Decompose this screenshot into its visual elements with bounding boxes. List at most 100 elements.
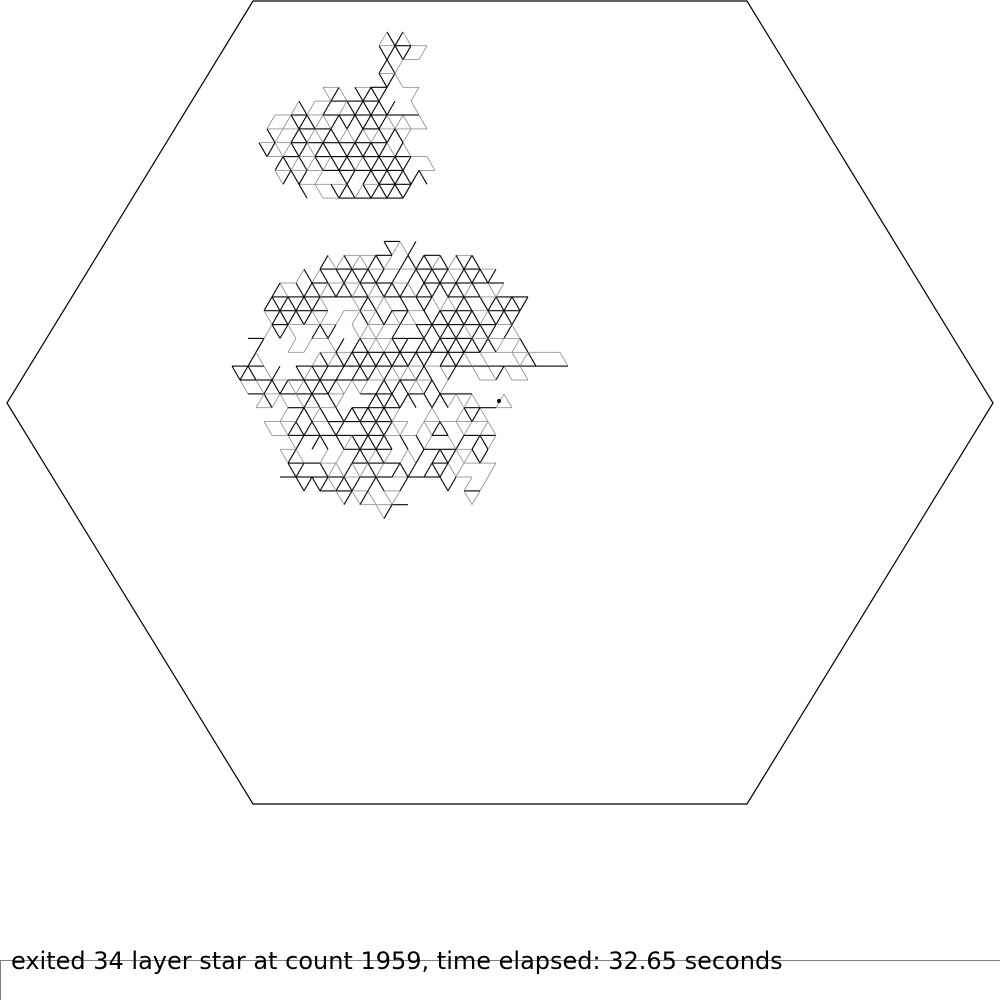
walk-segment [346,156,356,171]
walk-segment [367,268,377,284]
walk-segment [378,184,388,199]
walk-segment [487,282,497,298]
walk-segment [383,490,393,505]
walk-segment [391,324,401,339]
walk-segment [311,365,321,381]
walk-segment [335,338,345,353]
walk-segment [479,268,489,284]
walk-segment [367,462,377,478]
walk-segment [375,504,385,519]
walk-segment [319,449,329,464]
walk-segment [303,476,313,492]
walk-segment [351,282,361,298]
walk-segment [519,338,529,353]
walk-segment [322,128,332,143]
walk-segment [386,59,396,74]
walk-segment [338,156,348,171]
walk-segment [271,296,281,311]
walk-segment [487,268,497,284]
walk-segment [423,407,433,422]
walk-segment [375,296,385,311]
walk-segment [375,421,385,436]
walk-segment [407,393,417,408]
walk-segment [295,310,305,325]
walk-segment [495,365,505,381]
walk-segment [383,338,393,353]
walk-segment [351,462,361,478]
walk-segment [391,241,401,256]
walk-segment [394,156,404,171]
walk-segment [295,435,305,450]
walk-segment [415,352,425,367]
walk-segment [386,184,396,199]
walk-segment [367,282,377,298]
walk-segment [343,282,353,298]
walk-segment [391,338,401,353]
walk-segment [351,324,361,339]
walk-segment [471,268,481,284]
walk-segment [354,156,364,171]
walk-segment [370,114,380,130]
walk-segment [359,462,369,478]
walk-segment [391,462,401,478]
walk-segment [383,379,393,395]
walk-segment [455,449,465,464]
walk-segment [303,282,313,298]
walk-segment [402,31,412,46]
walk-segment [343,268,353,284]
walk-segment [319,282,329,298]
walk-segment [322,87,332,102]
walk-segment [487,338,497,353]
walk-segment [423,435,433,450]
walk-segment [519,296,529,311]
walk-segment [386,100,396,116]
walk-segment [311,268,321,284]
walk-segment [495,296,505,311]
walk-segment [402,170,412,185]
status-divider [0,960,1000,961]
walk-segment [439,324,449,339]
walk-segment [274,156,284,171]
walk-segment [282,114,292,130]
walk-segment [354,100,364,116]
walk-segment [319,268,329,284]
walk-segment [519,365,529,381]
walk-segment [415,282,425,298]
walk-segment [386,142,396,157]
walk-segment [447,282,457,298]
walk-segment [455,462,465,478]
walk-segment [314,114,324,130]
walk-segment [399,296,409,311]
walk-segment [335,268,345,284]
walk-segment [439,338,449,353]
walk-segment [367,435,377,450]
walk-segment [447,449,457,464]
walk-segment [327,338,337,353]
walk-segment [495,310,505,325]
walk-segment [431,421,441,436]
walk-segment [298,100,308,116]
walk-segment [378,100,388,116]
walk-segment [415,268,425,284]
walk-segment [503,324,513,339]
walk-segment [343,462,353,478]
canvas-background [0,0,1000,940]
walk-segment [455,407,465,422]
walk-segment [351,490,361,505]
walk-segment [447,338,457,353]
walk-segment [439,393,449,408]
walk-segment [370,100,380,116]
walk-segment [327,476,337,492]
walk-segment [303,268,313,284]
walk-segment [415,255,425,270]
walk-segment [383,393,393,408]
walk-segment [471,435,481,450]
walk-segment [287,296,297,311]
walk-segment [407,365,417,381]
walk-segment [335,282,345,298]
walk-segment [359,449,369,464]
walk-segment [391,421,401,436]
walk-segment [279,407,289,422]
walk-segment [447,476,457,492]
walk-segment [415,338,425,353]
